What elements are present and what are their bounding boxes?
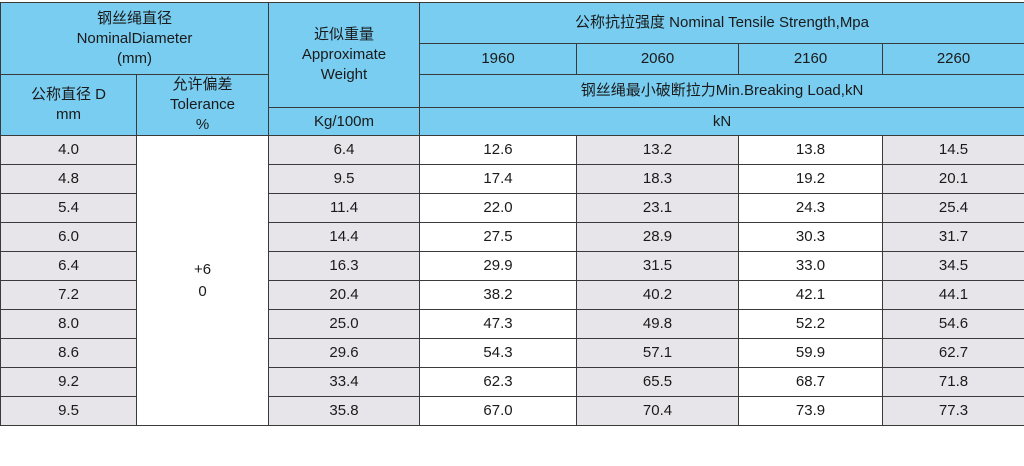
breaking-load-cell: 31.7 <box>882 222 1024 252</box>
diameter-cell: 6.4 <box>0 251 137 281</box>
diameter-cell: 7.2 <box>0 280 137 310</box>
tensile-strength-header: 公称抗拉强度 Nominal Tensile Strength,Mpa <box>419 2 1024 44</box>
breaking-load-cell: 73.9 <box>738 396 883 426</box>
diameter-cell: 6.0 <box>0 222 137 252</box>
wire-rope-spec-table: 钢丝绳直径 NominalDiameter (mm) 近似重量 Approxim… <box>0 2 1024 426</box>
breaking-load-cell: 17.4 <box>419 164 577 194</box>
grade-2160: 2160 <box>738 43 883 75</box>
breaking-load-cell: 24.3 <box>738 193 883 223</box>
weight-cell: 6.4 <box>268 135 420 165</box>
breaking-load-header: 钢丝绳最小破断拉力Min.Breaking Load,kN <box>419 74 1024 108</box>
tolerance-value-cell: +6 0 <box>136 135 269 426</box>
breaking-load-cell: 62.3 <box>419 367 577 397</box>
diameter-cell: 9.5 <box>0 396 137 426</box>
breaking-load-cell: 12.6 <box>419 135 577 165</box>
breaking-load-cell: 49.8 <box>576 309 739 339</box>
breaking-load-cell: 77.3 <box>882 396 1024 426</box>
weight-cell: 29.6 <box>268 338 420 368</box>
table-row: 5.4 11.4 22.0 23.1 24.3 25.4 <box>0 193 1024 223</box>
table-row: 8.6 29.6 54.3 57.1 59.9 62.7 <box>0 338 1024 368</box>
breaking-load-cell: 59.9 <box>738 338 883 368</box>
weight-unit-header: Kg/100m <box>268 107 420 136</box>
breaking-load-cell: 44.1 <box>882 280 1024 310</box>
tolerance-value: +6 <box>193 260 212 278</box>
breaking-load-cell: 31.5 <box>576 251 739 281</box>
breaking-load-cell: 38.2 <box>419 280 577 310</box>
diameter-cell: 9.2 <box>0 367 137 397</box>
nominal-diameter-en: NominalDiameter <box>76 29 193 47</box>
tolerance-unit: % <box>195 116 210 133</box>
grade-1960: 1960 <box>419 43 577 75</box>
weight-cell: 11.4 <box>268 193 420 223</box>
nominal-diameter-cn: 钢丝绳直径 <box>96 9 172 27</box>
diameter-d-label: 公称直径 D <box>30 86 106 103</box>
breaking-load-cell: 25.4 <box>882 193 1024 223</box>
table-row: 6.4 16.3 29.9 31.5 33.0 34.5 <box>0 251 1024 281</box>
diameter-d-header: 公称直径 D mm <box>0 74 137 136</box>
breaking-load-cell: 42.1 <box>738 280 883 310</box>
weight-cell: 35.8 <box>268 396 420 426</box>
weight-en-2: Weight <box>320 66 368 83</box>
weight-cell: 20.4 <box>268 280 420 310</box>
load-unit-header: kN <box>419 107 1024 136</box>
weight-cell: 9.5 <box>268 164 420 194</box>
weight-en-1: Approximate <box>301 46 387 63</box>
breaking-load-cell: 20.1 <box>882 164 1024 194</box>
grade-2260: 2260 <box>882 43 1024 75</box>
weight-cell: 33.4 <box>268 367 420 397</box>
breaking-load-cell: 27.5 <box>419 222 577 252</box>
breaking-load-cell: 70.4 <box>576 396 739 426</box>
breaking-load-cell: 28.9 <box>576 222 739 252</box>
breaking-load-cell: 54.6 <box>882 309 1024 339</box>
breaking-load-cell: 57.1 <box>576 338 739 368</box>
weight-cn: 近似重量 <box>313 26 374 43</box>
breaking-load-cell: 19.2 <box>738 164 883 194</box>
weight-cell: 25.0 <box>268 309 420 339</box>
table-row: 7.2 20.4 38.2 40.2 42.1 44.1 <box>0 280 1024 310</box>
weight-cell: 16.3 <box>268 251 420 281</box>
breaking-load-cell: 71.8 <box>882 367 1024 397</box>
breaking-load-cell: 47.3 <box>419 309 577 339</box>
grade-2060: 2060 <box>576 43 739 75</box>
diameter-d-unit: mm <box>56 106 81 123</box>
table-row: 9.5 35.8 67.0 70.4 73.9 77.3 <box>0 396 1024 426</box>
breaking-load-cell: 65.5 <box>576 367 739 397</box>
tolerance-header: 允许偏差 Tolerance % <box>136 74 269 136</box>
breaking-load-cell: 22.0 <box>419 193 577 223</box>
table-row: 4.0 +6 0 6.4 12.6 13.2 13.8 14.5 <box>0 135 1024 426</box>
table-row: 4.8 9.5 17.4 18.3 19.2 20.1 <box>0 164 1024 194</box>
breaking-load-cell: 68.7 <box>738 367 883 397</box>
diameter-cell: 5.4 <box>0 193 137 223</box>
breaking-load-cell: 30.3 <box>738 222 883 252</box>
nominal-diameter-header: 钢丝绳直径 NominalDiameter (mm) <box>0 2 269 75</box>
breaking-load-cell: 13.2 <box>576 135 739 165</box>
table-row: 6.0 14.4 27.5 28.9 30.3 31.7 <box>0 222 1024 252</box>
diameter-cell: 4.0 <box>0 135 137 165</box>
breaking-load-cell: 33.0 <box>738 251 883 281</box>
diameter-cell: 4.8 <box>0 164 137 194</box>
breaking-load-cell: 13.8 <box>738 135 883 165</box>
breaking-load-cell: 29.9 <box>419 251 577 281</box>
weight-header: 近似重量 Approximate Weight <box>268 2 420 108</box>
breaking-load-cell: 40.2 <box>576 280 739 310</box>
breaking-load-cell: 23.1 <box>576 193 739 223</box>
breaking-load-cell: 34.5 <box>882 251 1024 281</box>
tolerance-value: 0 <box>198 282 207 300</box>
tolerance-en: Tolerance <box>169 96 236 113</box>
breaking-load-cell: 52.2 <box>738 309 883 339</box>
breaking-load-cell: 18.3 <box>576 164 739 194</box>
diameter-cell: 8.6 <box>0 338 137 368</box>
breaking-load-cell: 67.0 <box>419 396 577 426</box>
weight-cell: 14.4 <box>268 222 420 252</box>
table-row: 8.0 25.0 47.3 49.8 52.2 54.6 <box>0 309 1024 339</box>
tolerance-cn: 允许偏差 <box>172 76 233 93</box>
breaking-load-cell: 62.7 <box>882 338 1024 368</box>
nominal-diameter-unit: (mm) <box>117 49 152 67</box>
breaking-load-cell: 54.3 <box>419 338 577 368</box>
diameter-cell: 8.0 <box>0 309 137 339</box>
breaking-load-cell: 14.5 <box>882 135 1024 165</box>
